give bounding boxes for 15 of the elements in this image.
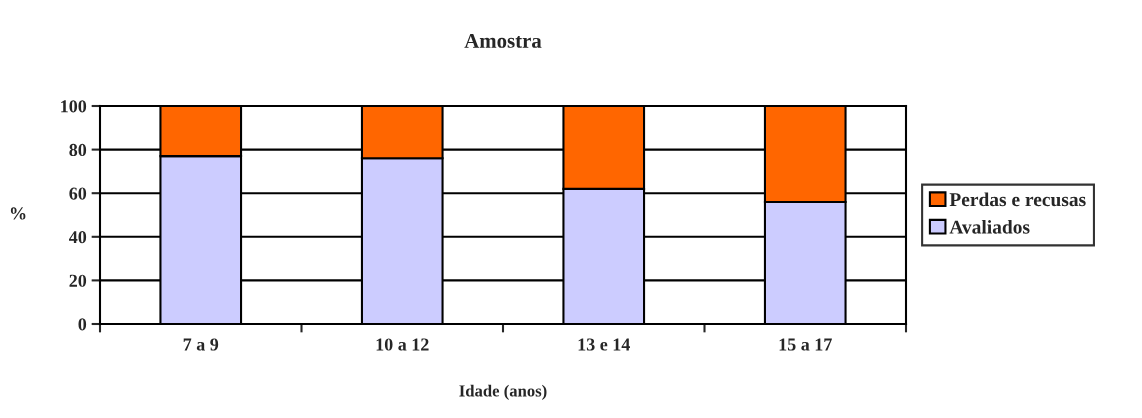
y-tick-label: 60 [69, 187, 87, 200]
x-tick-label: 15 a 17 [779, 338, 832, 351]
chart-title: Amostra [464, 33, 542, 48]
y-axis-title: % [10, 207, 26, 220]
legend-label: Perdas e recusas [949, 192, 1086, 207]
y-tick-label: 80 [69, 143, 87, 157]
x-tick-label: 13 e 14 [578, 338, 630, 351]
legend-label: Avaliados [949, 219, 1030, 234]
y-tick-label: 20 [69, 274, 87, 287]
x-tick-label: 7 a 9 [183, 338, 219, 351]
y-tick-label: 40 [69, 231, 87, 244]
y-tick-label: 0 [78, 318, 87, 331]
x-tick-label: 10 a 12 [376, 338, 429, 351]
y-tick-label: 100 [61, 100, 87, 113]
x-axis-title: Idade (anos) [459, 384, 547, 400]
